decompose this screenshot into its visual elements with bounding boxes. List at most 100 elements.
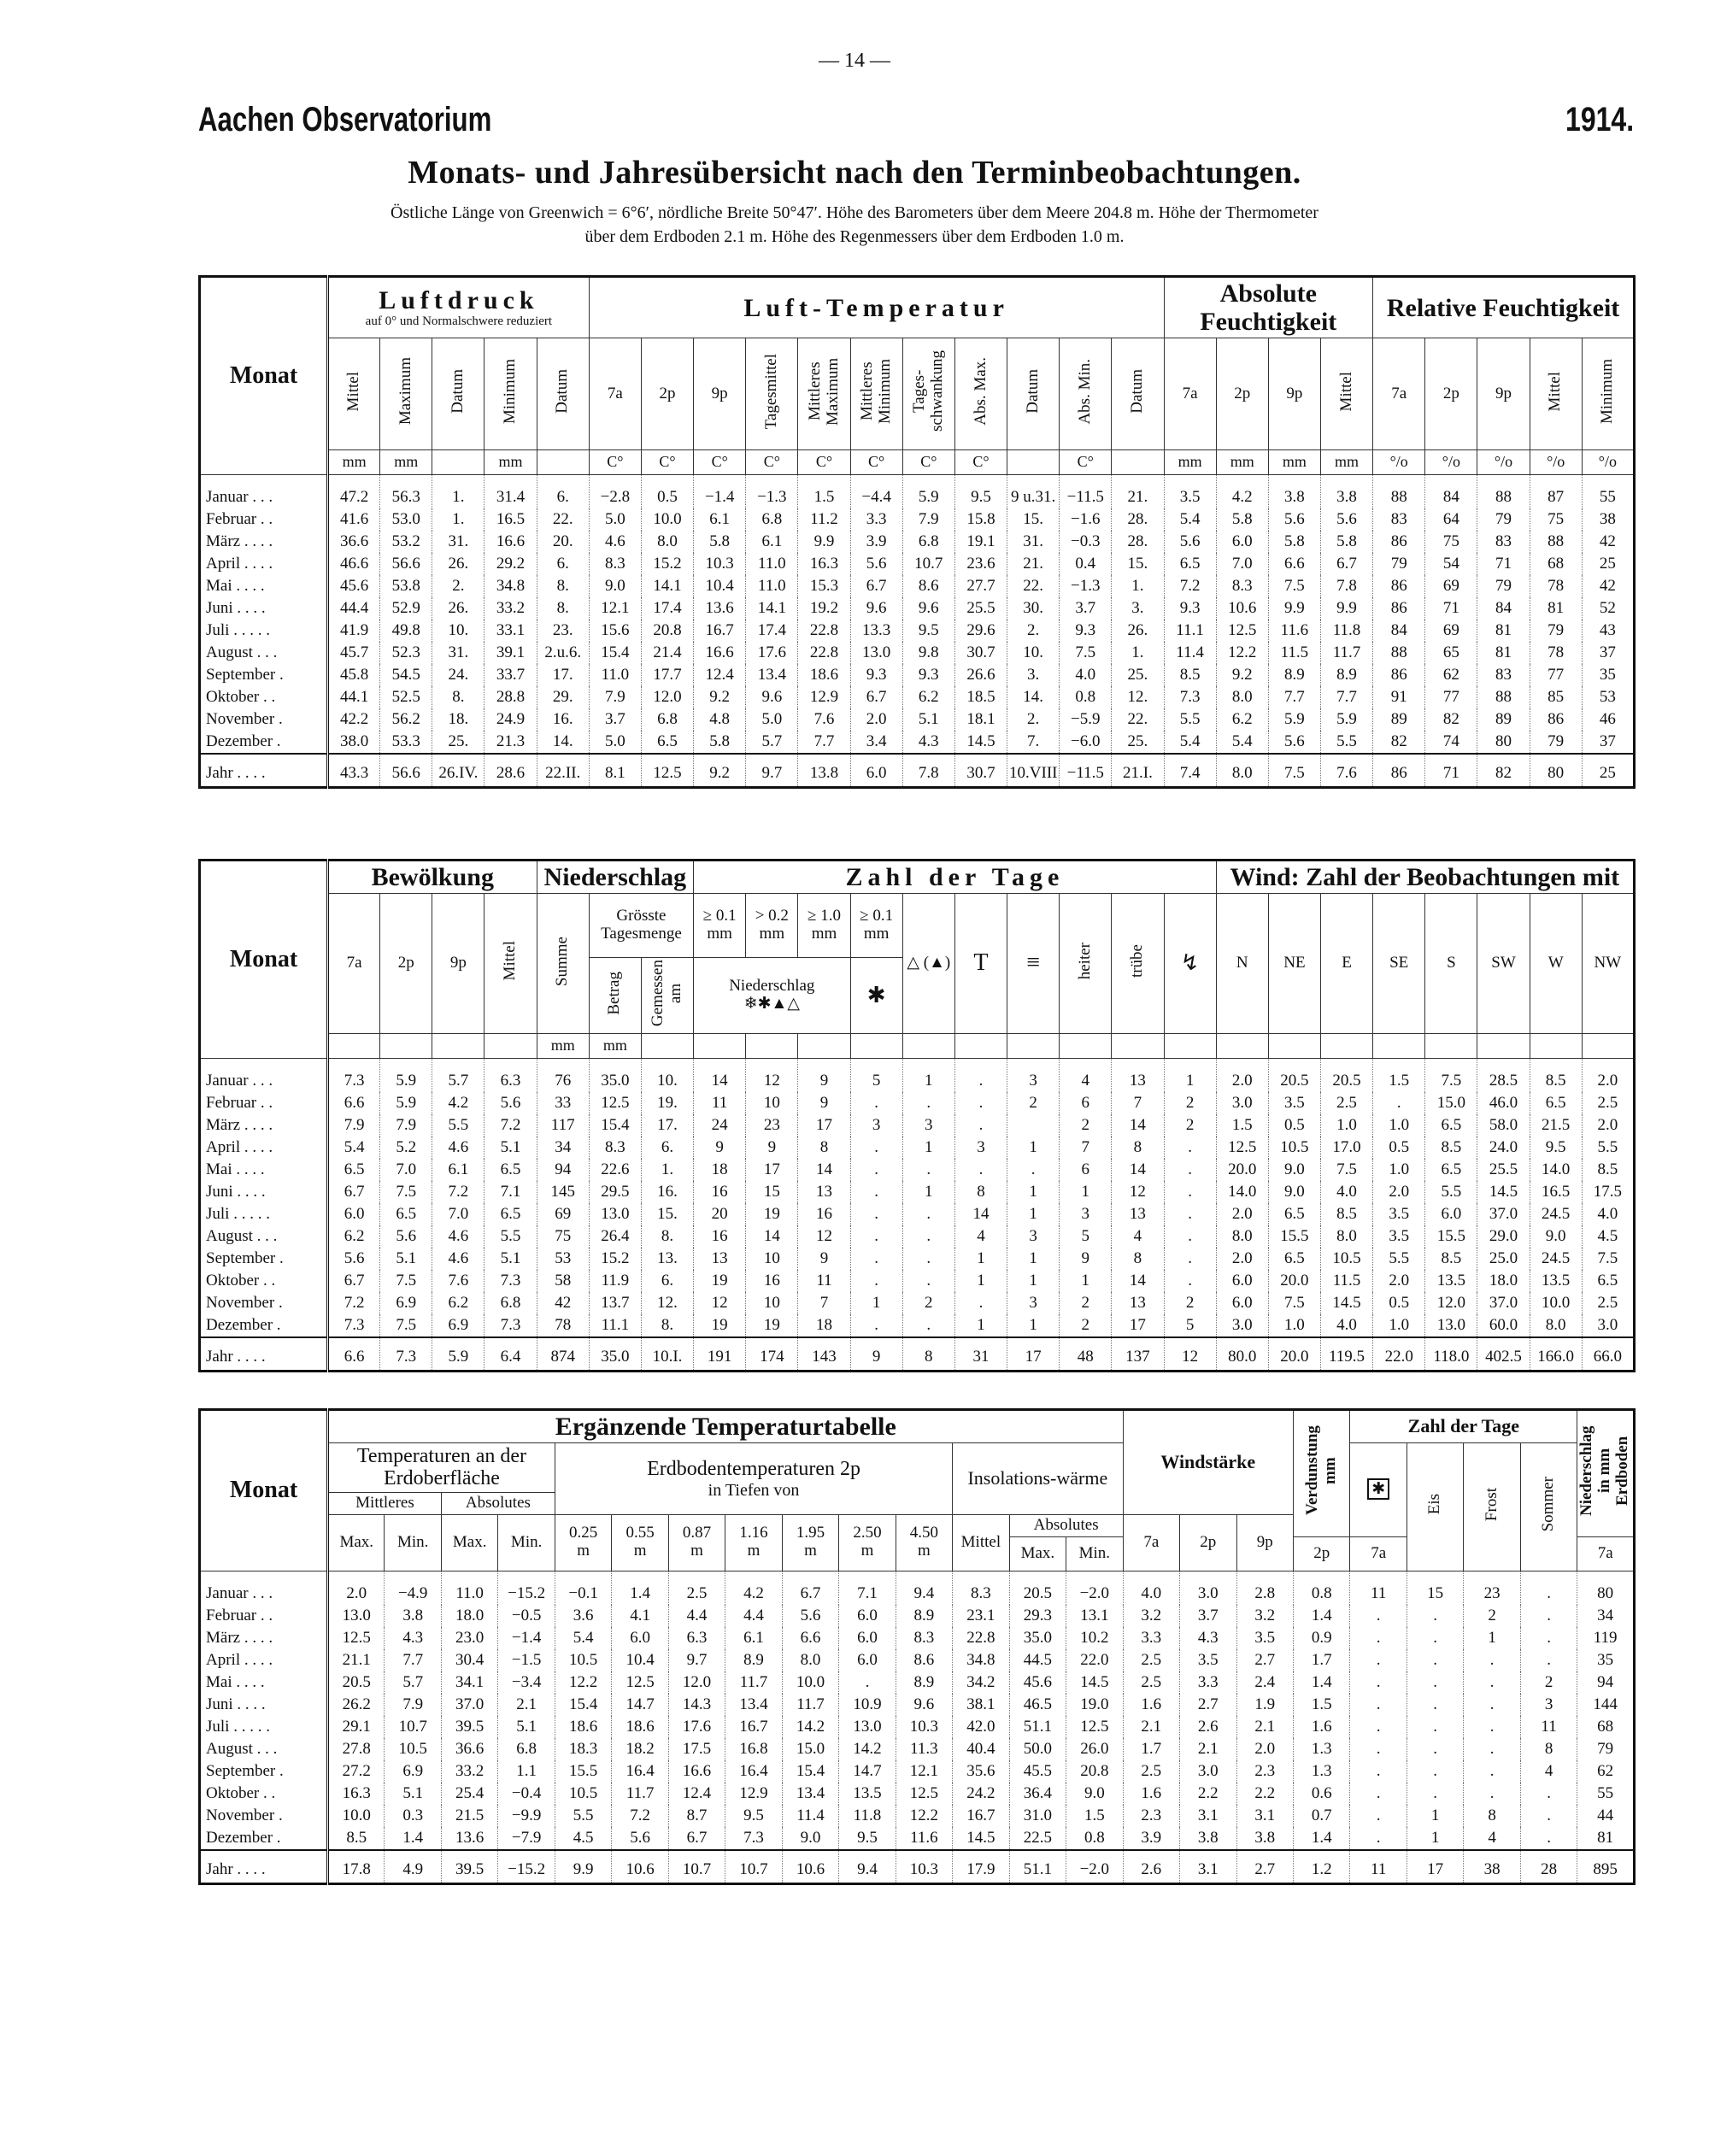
cell: 5.5 xyxy=(432,1113,485,1137)
unit xyxy=(432,449,485,475)
cell: 3.5 xyxy=(1267,1091,1321,1114)
cell: 8 xyxy=(1519,1737,1577,1760)
header-cell: △ (▲) xyxy=(901,893,955,1034)
cell: 17.7 xyxy=(640,663,694,686)
header-cell: 2.50 m xyxy=(838,1513,896,1571)
cell: 16.7 xyxy=(693,619,746,642)
cell: 0.5 xyxy=(1372,1136,1425,1159)
cell: 7.3 xyxy=(379,1336,432,1372)
cell: 3 xyxy=(954,1136,1007,1159)
cell: 10.5 xyxy=(384,1737,442,1760)
cell: 81 xyxy=(1529,596,1583,620)
cell: 5.9 xyxy=(1319,708,1373,731)
cell: 2.0 xyxy=(1581,1058,1635,1092)
cell: 14 xyxy=(1111,1113,1164,1137)
header-cell: ≡ xyxy=(1007,893,1060,1034)
year: 1914. xyxy=(1565,101,1634,138)
cell: . xyxy=(1163,1136,1217,1159)
cell: 7.0 xyxy=(379,1158,432,1181)
cell: 9.3 xyxy=(901,663,955,686)
cell: . xyxy=(1406,1782,1464,1805)
cell: 10. xyxy=(1007,641,1060,664)
month: Januar . . . xyxy=(199,1571,329,1605)
column-header: Mittel xyxy=(326,338,381,450)
cell: 94 xyxy=(1577,1671,1635,1694)
header-row: 7a 2p 9p Mittel Summe Grösste Tagesmenge… xyxy=(200,893,1636,1034)
cell: 0.5 xyxy=(640,474,694,508)
cell: 87 xyxy=(1529,474,1583,508)
cell: 4 xyxy=(954,1225,1007,1248)
row: April . . . . 46.6 56.6 26. 29.2 6. 8.3 15.2 10.… xyxy=(199,552,1635,575)
header-cell: Bewölkung xyxy=(327,860,537,894)
cell: 4.0 xyxy=(1122,1571,1180,1605)
unit xyxy=(1007,1032,1060,1059)
cell: 50.0 xyxy=(1008,1737,1066,1760)
cell: 46.5 xyxy=(1008,1693,1066,1716)
note: Östliche Länge von Greenwich = 6°6′, nör… xyxy=(391,203,1318,222)
cell: 11.0 xyxy=(745,552,798,575)
cell: 145 xyxy=(536,1180,590,1203)
cell: 15.4 xyxy=(588,641,642,664)
cell: 7.6 xyxy=(797,708,851,731)
cell: . xyxy=(849,1225,903,1248)
cell: 11 xyxy=(797,1269,851,1292)
cell: 5.9 xyxy=(432,1336,485,1372)
cell: 11.1 xyxy=(1163,619,1217,642)
cell: 6. xyxy=(536,552,590,575)
cell: 28. xyxy=(1111,508,1164,531)
cell: 10.0 xyxy=(1529,1291,1583,1314)
cell: 5 xyxy=(1163,1313,1217,1337)
cell: 5.0 xyxy=(745,708,798,731)
cell: 78 xyxy=(1529,574,1583,597)
cell: 18.2 xyxy=(611,1737,669,1760)
cell: 22.II. xyxy=(536,752,590,788)
cell: 4.6 xyxy=(588,530,642,553)
row: Januar . . . 2.0 −4.9 11.0 −15.2 −0.1 1.4 2.5 4.… xyxy=(199,1571,1635,1605)
cell: 6.7 xyxy=(326,1269,380,1292)
cell: 191 xyxy=(693,1336,746,1372)
column-header: Datum xyxy=(536,338,590,450)
cell: 2.7 xyxy=(1236,1848,1294,1884)
cell: 6.2 xyxy=(901,685,955,708)
month: November . xyxy=(199,1804,329,1827)
cell: 28.8 xyxy=(484,685,537,708)
header-cell: 2p xyxy=(1292,1536,1351,1571)
cell: 1.6 xyxy=(1122,1693,1180,1716)
cell: 17.6 xyxy=(667,1715,725,1738)
row: Juni . . . . 44.4 52.9 26. 33.2 8. 12.1 17.4 13.… xyxy=(199,596,1635,620)
cell: 9.9 xyxy=(797,530,851,553)
label: Gemessen am xyxy=(649,960,685,1027)
cell: 5.4 xyxy=(1163,508,1217,531)
cell: 15.2 xyxy=(640,552,694,575)
cell: 24.5 xyxy=(1529,1247,1583,1270)
cell: 2 xyxy=(1163,1291,1217,1314)
cell: 4.5 xyxy=(1581,1225,1635,1248)
cell: 22.8 xyxy=(797,641,851,664)
cell: 39.5 xyxy=(440,1848,498,1884)
cell: 6.2 xyxy=(432,1291,485,1314)
cell: 9.6 xyxy=(895,1693,953,1716)
cell: 17.5 xyxy=(1581,1180,1635,1203)
cell: 17 xyxy=(745,1158,798,1181)
cell: 38 xyxy=(1581,508,1635,531)
cell: 6.0 xyxy=(849,752,903,788)
cell: 44.4 xyxy=(326,596,380,620)
cell: 7 xyxy=(797,1291,851,1314)
column-header-text: Datum xyxy=(1023,369,1042,414)
row: Dezember . 8.5 1.4 13.6 −7.9 4.5 5.6 6.7 7.3 9.0 9… xyxy=(199,1826,1635,1850)
cell: . xyxy=(1349,1626,1407,1649)
cell: −0.3 xyxy=(1059,530,1112,553)
header-cell: T xyxy=(954,893,1008,1034)
cell: 3.9 xyxy=(849,530,903,553)
label: Luftdruck xyxy=(379,286,539,315)
unit xyxy=(1477,1032,1530,1059)
header-cell: Monat xyxy=(199,860,329,1059)
cell: 15.4 xyxy=(554,1693,612,1716)
column-header: Datum xyxy=(432,338,485,450)
cell: 12.5 xyxy=(1215,1136,1269,1159)
header-cell: Monat xyxy=(199,1409,329,1571)
cell: 8.5 xyxy=(326,1826,385,1850)
header-cell: 7a xyxy=(1577,1536,1635,1571)
cell: 5.2 xyxy=(379,1136,432,1159)
cell: 10 xyxy=(745,1291,798,1314)
